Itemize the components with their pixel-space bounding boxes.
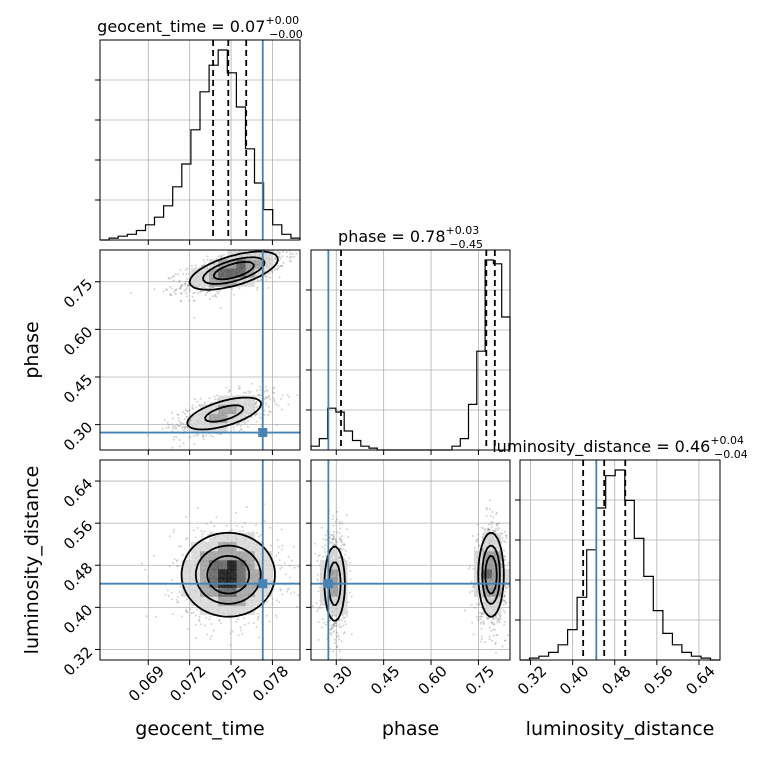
y-tick-label: 0.32	[60, 643, 96, 679]
y-tick-label: 0.75	[60, 275, 96, 311]
x-tick-label: 0.072	[166, 662, 209, 705]
y-axis-label-phase: phase	[21, 321, 43, 378]
histogram-luminosity_distance	[520, 469, 720, 661]
x-tick-label: 0.32	[514, 662, 550, 698]
x-tick-label: 0.30	[320, 662, 356, 698]
x-tick-label: 0.40	[556, 662, 592, 698]
y-tick-label: 0.45	[60, 371, 96, 407]
x-axis-label-luminosity_distance: luminosity_distance	[526, 718, 715, 740]
x-tick-label: 0.48	[598, 662, 634, 698]
contour-line	[484, 555, 498, 595]
contour-line	[186, 250, 279, 431]
x-tick-label: 0.60	[414, 662, 450, 698]
truth-marker	[323, 579, 333, 589]
x-tick-label: 0.078	[249, 662, 292, 705]
y-tick-label: 0.40	[60, 601, 96, 637]
y-tick-label: 0.64	[60, 475, 96, 511]
x-tick-label: 0.069	[125, 662, 168, 705]
title-geocent_time: geocent_time = 0.07+0.00 −0.00	[97, 14, 303, 41]
panel-frame	[99, 249, 301, 451]
x-axis-label-phase: phase	[382, 718, 439, 740]
title-phase: phase = 0.78+0.03 −0.45	[338, 224, 483, 251]
panel-frame	[99, 459, 301, 661]
x-tick-label: 0.075	[208, 662, 251, 705]
scatter-panel-geocent_time-luminosity_distance	[100, 460, 300, 660]
x-tick-label: 0.45	[367, 662, 403, 698]
hist-panel-luminosity_distance	[520, 460, 720, 660]
contour-line	[202, 256, 266, 423]
panel-frame	[99, 39, 301, 241]
x-tick-label: 0.64	[682, 662, 718, 698]
y-tick-label: 0.60	[60, 323, 96, 359]
y-axis-label-luminosity_distance: luminosity_distance	[21, 466, 43, 655]
y-tick-label: 0.56	[60, 517, 96, 553]
scatter-panel-phase-luminosity_distance	[311, 460, 510, 660]
panel-frame	[310, 459, 511, 661]
x-tick-label: 0.75	[462, 662, 498, 698]
truth-marker	[258, 428, 268, 438]
title-luminosity_distance: luminosity_distance = 0.46+0.04 −0.04	[492, 434, 748, 461]
histogram-geocent_time	[100, 49, 301, 241]
panel-frame	[310, 249, 511, 451]
truth-marker	[258, 579, 268, 589]
contour-line	[206, 555, 251, 595]
x-axis-label-geocent_time: geocent_time	[135, 718, 264, 740]
x-tick-label: 0.56	[640, 662, 676, 698]
panel-frame	[519, 459, 721, 661]
contour-line	[212, 261, 255, 281]
contour-line	[323, 531, 505, 622]
y-tick-label: 0.30	[60, 418, 96, 454]
contours	[186, 250, 279, 431]
y-tick-label: 0.48	[60, 559, 96, 595]
